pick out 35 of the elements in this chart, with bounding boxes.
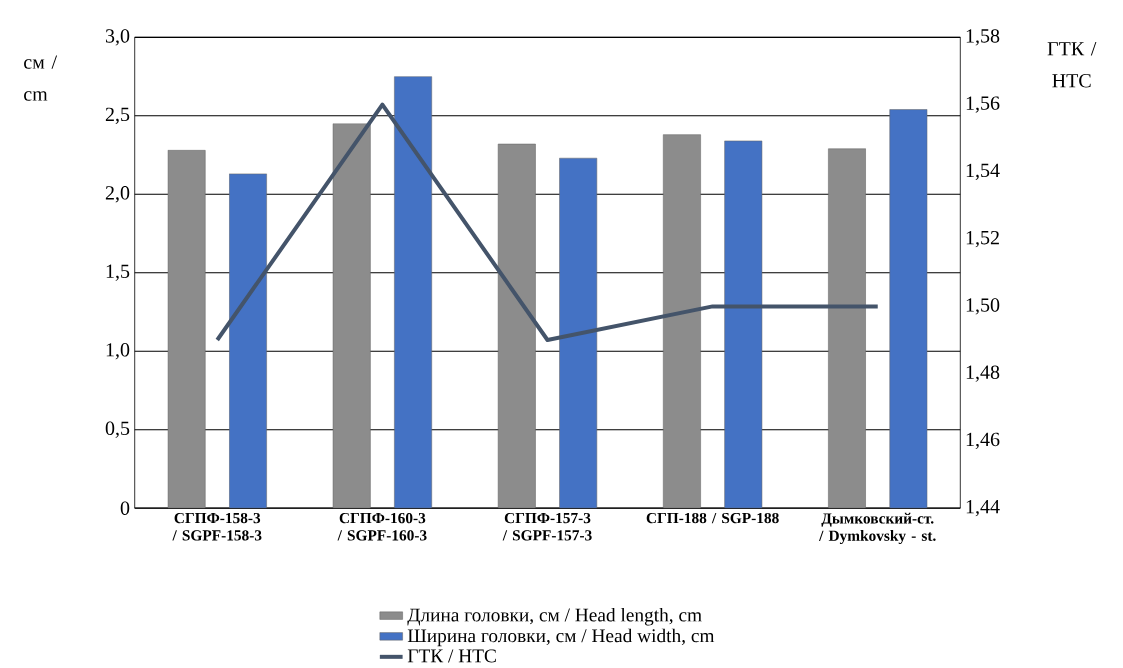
y-tick-label: 1,0 xyxy=(106,342,130,360)
y-tick-label: 3,0 xyxy=(105,29,130,46)
x-tick-label: Дымковский-ст. / Dymkovsky - st. xyxy=(819,512,936,544)
y-tick-label: 1,5 xyxy=(106,264,130,281)
y-tick-label: 2,5 xyxy=(105,107,130,124)
y-tick-label: 0,5 xyxy=(105,421,130,438)
y2-tick-label: 1,56 xyxy=(966,96,1000,113)
x-tick-label: СГП-188 / SGP-188 xyxy=(646,512,779,524)
y2-tick-label: 1,44 xyxy=(966,499,1000,517)
legend-label: Длина головки, см / Head length, cm xyxy=(407,607,702,626)
bar xyxy=(663,134,701,509)
bar xyxy=(559,157,598,509)
y-axis-title: см / cm xyxy=(24,55,58,101)
bar xyxy=(828,148,866,509)
x-tick-label: СГПФ-157-3 / SGPF-157-3 xyxy=(502,512,592,541)
bar xyxy=(332,123,371,509)
y-tick-label: 2,0 xyxy=(105,186,130,203)
y-tick-label: 0 xyxy=(120,501,130,515)
legend-label: ГТК / HTC xyxy=(407,649,496,663)
legend-label: Ширина головки, см / Head width, cm xyxy=(407,628,715,647)
bar xyxy=(229,173,267,509)
y2-tick-label: 1,46 xyxy=(966,432,1000,449)
y2-tick-label: 1,58 xyxy=(966,29,1000,46)
bar xyxy=(394,76,432,509)
y2-axis-title: ГТК / HTC xyxy=(1047,41,1097,88)
x-tick-label: СГПФ-160-3 / SGPF-160-3 xyxy=(337,512,427,541)
bar xyxy=(889,109,928,509)
y2-tick-label: 1,50 xyxy=(966,298,1000,315)
y2-tick-label: 1,54 xyxy=(966,163,1000,180)
bar xyxy=(724,140,763,509)
bar xyxy=(497,143,536,509)
y2-tick-label: 1,48 xyxy=(966,365,1000,382)
y2-tick-label: 1,52 xyxy=(966,230,999,248)
x-tick-label: СГПФ-158-3 / SGPF-158-3 xyxy=(172,512,262,541)
bar xyxy=(167,149,206,509)
